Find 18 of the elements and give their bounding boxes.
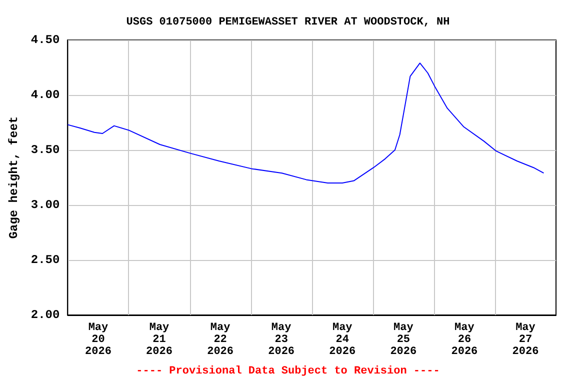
y-tick-label: 2.50 xyxy=(30,253,60,267)
x-tick-label: May 24 2026 xyxy=(329,322,356,358)
x-tick-label: May 20 2026 xyxy=(85,322,112,358)
x-tick-label: May 21 2026 xyxy=(146,322,172,358)
y-tick-label: 4.50 xyxy=(30,33,60,47)
x-tick-label: May 23 2026 xyxy=(268,322,295,358)
y-tick-label: 4.00 xyxy=(30,88,60,102)
y-tick-label: 3.50 xyxy=(30,143,60,157)
y-tick-label: 2.00 xyxy=(30,308,60,322)
line-series xyxy=(67,62,544,184)
x-tick-label: May 25 2026 xyxy=(390,322,417,358)
chart-title: USGS 01075000 PEMIGEWASSET RIVER AT WOODSTOCK, NH xyxy=(126,16,450,28)
x-tick-label: May 26 2026 xyxy=(451,322,478,358)
y-axis-title: Gage height, feet xyxy=(7,116,21,239)
y-tick-label: 3.00 xyxy=(30,198,60,212)
text: ---- Provisional Data Subject to Revision ---- xyxy=(136,366,440,378)
x-tick-label: May 27 2026 xyxy=(512,322,539,358)
x-tick-label: May 22 2026 xyxy=(207,322,234,358)
